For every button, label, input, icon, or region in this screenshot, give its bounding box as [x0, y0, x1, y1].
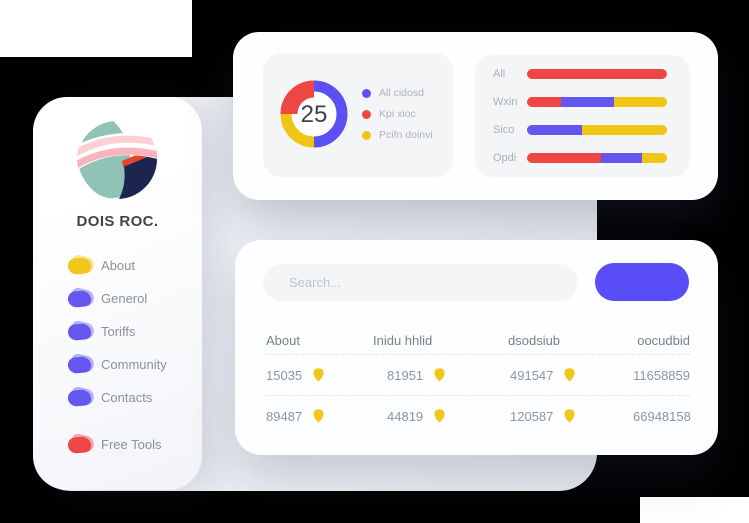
- bar-row: Opdi: [493, 152, 667, 165]
- donut-segment-blue: [313, 80, 348, 148]
- bar-track: [527, 96, 667, 107]
- sidebar-item-generol[interactable]: Generol: [68, 282, 194, 315]
- bar-track: [527, 125, 667, 136]
- legend-dot-icon: [362, 130, 371, 140]
- data-table: About Inidu hhlid dsodsiub oocudbid 1503…: [266, 326, 691, 436]
- sidebar-menu-footer: Free Tools: [68, 428, 194, 461]
- table-cell: 15035: [266, 368, 373, 383]
- table-cell: 491547: [508, 368, 633, 383]
- cell-value: 491547: [510, 367, 554, 383]
- menu-blob-icon: [68, 437, 91, 453]
- bar-segment: [527, 96, 561, 107]
- sidebar-item-free-tools[interactable]: Free Tools: [68, 428, 194, 461]
- table-cell: 81951: [373, 368, 508, 383]
- table-header-row: About Inidu hhlid dsodsiub oocudbid: [266, 326, 690, 354]
- menu-blob-icon: [68, 390, 91, 406]
- bar-row-label: Wxin: [493, 95, 518, 108]
- donut-segment-yellow: [280, 113, 315, 148]
- background-shape-top-left: [0, 0, 192, 57]
- menu-blob-icon: [68, 258, 91, 274]
- primary-button[interactable]: [595, 263, 689, 301]
- donut-legend: All cidosd Kpi xioc Pcifn doinvi: [362, 87, 433, 141]
- sidebar-item-label: About: [101, 258, 135, 273]
- donut-chart-panel: 25 All cidosd Kpi xioc Pcifn doinvi: [263, 53, 453, 177]
- menu-blob-icon: [68, 324, 91, 340]
- legend-label: All cidosd: [379, 87, 424, 99]
- brand-logo-icon: [77, 119, 157, 199]
- legend-item: Kpi xioc: [362, 108, 433, 120]
- cell-value: 81951: [387, 367, 424, 383]
- table-cell: 89487: [266, 409, 373, 424]
- stats-card: 25 All cidosd Kpi xioc Pcifn doinvi: [233, 32, 718, 200]
- sidebar-item-contacts[interactable]: Contacts: [68, 381, 194, 414]
- table-row: 15035 81951 491547 11658859: [266, 354, 690, 395]
- bar-track: [527, 68, 667, 79]
- column-header: oocudbid: [637, 332, 690, 348]
- column-header: About: [266, 332, 300, 348]
- badge-icon: [313, 409, 324, 423]
- bar-row: Wxin: [493, 95, 667, 108]
- badge-icon: [564, 409, 575, 423]
- bar-segment: [613, 96, 667, 107]
- bar-segment: [641, 153, 667, 164]
- search-input[interactable]: [263, 264, 578, 301]
- legend-label: Pcifn doinvi: [379, 129, 433, 141]
- bar-segment: [527, 153, 602, 164]
- bar-row: Sico: [493, 124, 667, 137]
- bar-row-label: Sico: [493, 124, 515, 137]
- donut-segment-red: [280, 80, 315, 115]
- cell-value: 66948158: [633, 408, 691, 424]
- sidebar-item-label: Toriffs: [101, 324, 136, 339]
- sidebar-menu: About Generol Toriffs Community Contacts: [68, 249, 194, 414]
- sidebar-item-community[interactable]: Community: [68, 348, 194, 381]
- bar-row-label: All: [493, 67, 506, 80]
- table-cell: 44819: [373, 409, 508, 424]
- cell-value: 44819: [387, 408, 424, 424]
- table-row: 89487 44819 120587 66948158: [266, 395, 691, 436]
- brand-name: DOIS ROC.: [76, 213, 159, 230]
- stacked-bar-chart: All Wxin Sico: [493, 67, 667, 165]
- donut-chart: 25: [280, 80, 348, 148]
- bar-chart-panel: All Wxin Sico: [475, 55, 690, 177]
- background-shape-bottom-right: [640, 497, 749, 523]
- donut-center-value: 25: [301, 101, 328, 128]
- badge-icon: [564, 368, 575, 382]
- bar-segment: [581, 125, 667, 136]
- bar-segment: [527, 125, 582, 136]
- sidebar-item-label: Generol: [101, 291, 148, 306]
- badge-icon: [434, 409, 445, 423]
- badge-icon: [434, 368, 445, 382]
- sidebar: DOIS ROC. About Generol Toriffs Communit…: [33, 97, 202, 490]
- column-header: dsodsiub: [508, 332, 561, 348]
- menu-blob-icon: [68, 357, 91, 373]
- badge-icon: [313, 368, 324, 382]
- bar-segment: [560, 96, 614, 107]
- sidebar-item-label: Contacts: [101, 390, 153, 405]
- table-cell: 120587: [508, 409, 633, 424]
- sidebar-item-toriffs[interactable]: Toriffs: [68, 315, 194, 348]
- legend-item: Pcifn doinvi: [362, 129, 433, 141]
- bar-row: All: [493, 67, 667, 80]
- legend-item: All cidosd: [362, 87, 433, 99]
- bar-segment: [601, 153, 642, 164]
- column-header: Inidu hhlid: [373, 332, 433, 348]
- legend-label: Kpi xioc: [379, 108, 416, 120]
- cell-value: 89487: [266, 408, 303, 424]
- legend-dot-icon: [362, 88, 371, 98]
- legend-dot-icon: [362, 109, 371, 119]
- bar-segment: [527, 68, 667, 79]
- bar-row-label: Opdi: [493, 152, 517, 165]
- bar-track: [527, 153, 667, 164]
- sidebar-item-about[interactable]: About: [68, 249, 194, 282]
- cell-value: 11658859: [633, 367, 690, 383]
- menu-blob-icon: [68, 291, 91, 307]
- cell-value: 15035: [266, 367, 303, 383]
- sidebar-item-label: Community: [101, 357, 167, 372]
- cell-value: 120587: [510, 408, 554, 424]
- table-card: About Inidu hhlid dsodsiub oocudbid 1503…: [235, 240, 718, 455]
- sidebar-item-label: Free Tools: [101, 437, 162, 452]
